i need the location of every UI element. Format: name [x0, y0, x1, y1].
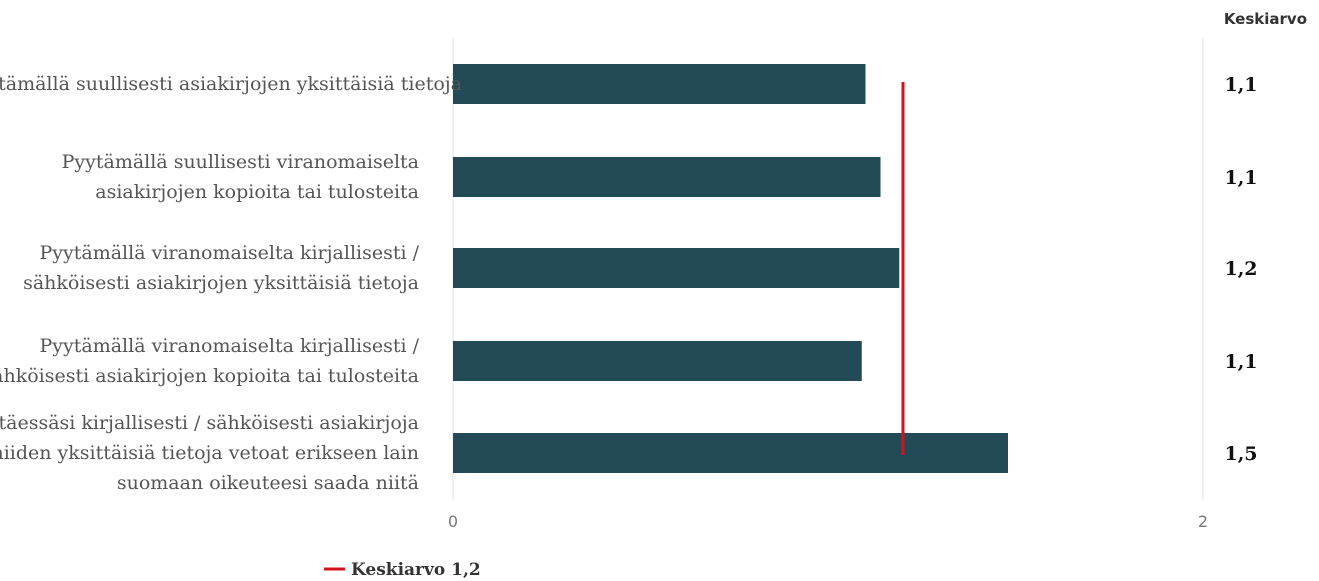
category-label-2-line-1: Pyytämällä suullisesti viranomaiselta	[62, 151, 419, 173]
category-label-4-line-2: sähköisesti asiakirjojen kopioita tai tu…	[0, 365, 419, 387]
category-label-3-line-2: sähköisesti asiakirjojen yksittäisiä tie…	[23, 272, 419, 294]
bar-2	[453, 157, 881, 197]
category-label-5-line-1: Pyytäessäsi kirjallisesti / sähköisesti …	[0, 412, 419, 434]
bar-5	[453, 433, 1008, 473]
category-label-3-line-1: Pyytämällä viranomaiselta kirjallisesti …	[40, 242, 420, 264]
value-labels-group: 1,1 1,1 1,2 1,1 1,5	[1224, 74, 1257, 465]
value-label-3: 1,2	[1224, 258, 1257, 280]
bars-group	[453, 64, 1008, 473]
bar-3	[453, 248, 900, 288]
value-label-2: 1,1	[1224, 167, 1257, 189]
category-label-4-line-1: Pyytämällä viranomaiselta kirjallisesti …	[40, 335, 420, 357]
value-label-1: 1,1	[1224, 74, 1257, 96]
bar-1	[453, 64, 866, 104]
legend-label-average: Keskiarvo 1,2	[351, 560, 481, 580]
category-label-2-line-2: asiakirjojen kopioita tai tulosteita	[95, 181, 419, 203]
category-label-5-line-3: suomaan oikeuteesi saada niitä	[117, 472, 419, 494]
category-label-1-line-1: Pyytämällä suullisesti asiakirjojen yksi…	[0, 73, 462, 95]
x-tick-label-0: 0	[448, 512, 458, 531]
value-label-5: 1,5	[1224, 443, 1257, 465]
category-label-5-line-2: tai niiden yksittäisiä tietoja vetoat er…	[0, 442, 419, 464]
value-label-4: 1,1	[1224, 351, 1257, 373]
bar-4	[453, 341, 862, 381]
category-labels-group: Pyytämällä suullisesti asiakirjojen yksi…	[0, 73, 462, 494]
legend: Keskiarvo 1,2	[324, 560, 481, 580]
value-column-header: Keskiarvo	[1224, 10, 1307, 28]
x-tick-label-2: 2	[1198, 512, 1208, 531]
